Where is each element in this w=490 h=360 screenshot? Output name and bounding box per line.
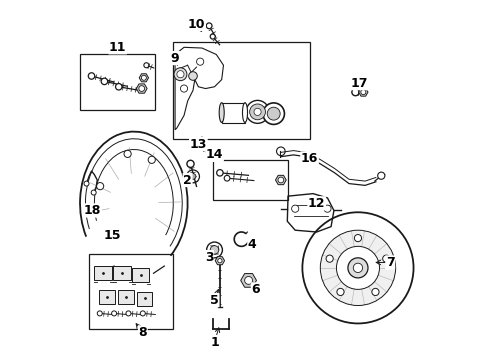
Circle shape (190, 174, 196, 179)
Circle shape (217, 170, 223, 176)
Circle shape (254, 108, 261, 116)
Circle shape (207, 242, 222, 258)
Bar (137, 292, 152, 306)
Circle shape (206, 23, 212, 29)
Text: 16: 16 (301, 152, 318, 165)
Bar (118, 290, 134, 304)
Text: 6: 6 (251, 283, 260, 296)
Circle shape (144, 63, 149, 68)
Bar (95, 266, 112, 280)
Circle shape (210, 246, 219, 254)
Ellipse shape (243, 103, 247, 122)
Circle shape (112, 311, 117, 316)
Circle shape (245, 276, 252, 284)
Circle shape (101, 78, 108, 85)
Circle shape (302, 212, 414, 323)
Text: 11: 11 (109, 41, 126, 54)
Circle shape (148, 156, 155, 163)
Circle shape (126, 311, 131, 316)
Circle shape (250, 104, 266, 120)
Text: 15: 15 (103, 229, 121, 242)
Circle shape (224, 175, 230, 181)
Text: 17: 17 (351, 77, 368, 90)
Text: 5: 5 (210, 294, 219, 307)
Circle shape (267, 107, 280, 120)
Circle shape (187, 160, 194, 167)
Polygon shape (241, 274, 256, 287)
Circle shape (124, 150, 131, 157)
Polygon shape (136, 84, 147, 93)
Circle shape (324, 205, 331, 212)
Circle shape (210, 34, 215, 39)
Circle shape (187, 170, 199, 183)
Text: 2: 2 (183, 174, 192, 186)
Circle shape (140, 311, 146, 316)
Circle shape (246, 100, 269, 123)
Bar (173, 42, 310, 139)
Circle shape (292, 205, 299, 212)
Text: 1: 1 (210, 336, 219, 348)
Circle shape (141, 75, 147, 80)
Circle shape (337, 288, 344, 296)
Bar (213, 160, 288, 200)
Circle shape (196, 58, 204, 65)
Circle shape (91, 190, 96, 195)
Circle shape (278, 177, 284, 183)
Circle shape (88, 73, 95, 79)
Text: 18: 18 (84, 204, 101, 217)
Circle shape (276, 147, 285, 156)
Polygon shape (359, 88, 368, 96)
Text: 10: 10 (188, 18, 205, 31)
Bar (132, 268, 149, 282)
Wedge shape (320, 230, 395, 306)
Circle shape (372, 288, 379, 296)
Circle shape (139, 86, 145, 91)
Circle shape (383, 255, 390, 262)
Text: 13: 13 (190, 138, 207, 150)
Bar (80, 54, 155, 110)
Ellipse shape (219, 103, 224, 122)
Circle shape (378, 172, 385, 179)
Circle shape (263, 103, 285, 125)
Circle shape (354, 234, 362, 242)
Text: 8: 8 (139, 326, 147, 339)
Circle shape (116, 84, 122, 90)
Circle shape (97, 183, 104, 190)
Text: 14: 14 (206, 148, 223, 161)
Text: 7: 7 (386, 256, 394, 269)
Text: 3: 3 (205, 251, 214, 264)
Circle shape (97, 311, 102, 316)
Bar (221, 103, 245, 123)
Text: 12: 12 (308, 197, 325, 210)
Bar (89, 253, 173, 329)
Circle shape (348, 258, 368, 278)
Circle shape (326, 255, 333, 262)
Circle shape (199, 137, 205, 144)
Circle shape (174, 68, 187, 81)
Circle shape (177, 71, 184, 78)
Circle shape (361, 90, 366, 95)
Polygon shape (215, 257, 224, 265)
Text: 9: 9 (171, 51, 179, 64)
Bar (113, 266, 131, 280)
Polygon shape (139, 74, 148, 82)
Circle shape (189, 72, 197, 80)
Circle shape (352, 89, 359, 96)
Circle shape (353, 263, 363, 273)
Bar (99, 290, 115, 304)
Circle shape (180, 85, 188, 92)
Polygon shape (275, 175, 286, 185)
Circle shape (218, 258, 222, 263)
Circle shape (84, 181, 89, 186)
Text: 4: 4 (248, 238, 257, 251)
